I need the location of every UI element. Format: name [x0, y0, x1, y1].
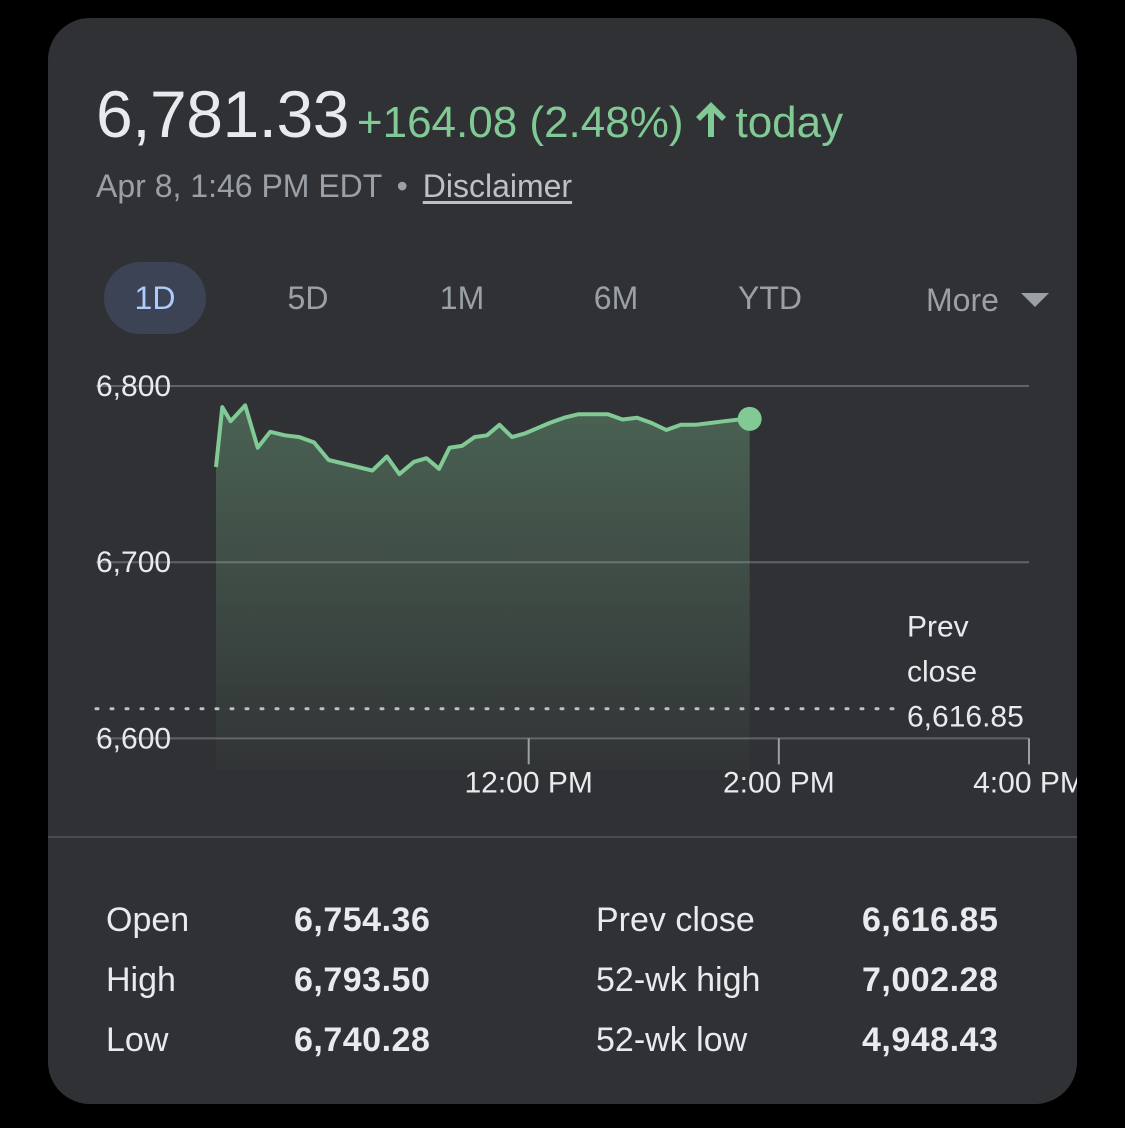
chevron-down-icon [1020, 262, 1049, 307]
stat-label-prev-close: Prev close [596, 901, 755, 939]
disclaimer-link[interactable]: Disclaimer [422, 168, 573, 204]
range-tab-ytd[interactable]: YTD [738, 280, 802, 316]
range-tab-5d[interactable]: 5D [287, 280, 329, 316]
stat-value-52wk-high: 7,002.28 [862, 961, 999, 999]
stat-label-high: High [106, 961, 176, 999]
arrow-up-icon [693, 99, 729, 139]
x-tick-label: 4:00 PM [973, 766, 1077, 799]
prev-close-label: Prev [907, 611, 969, 644]
section-divider [48, 836, 1077, 838]
time-range-selector: 1D 5D 1M 6M YTD More [104, 262, 1049, 334]
stat-value-low: 6,740.28 [294, 1021, 431, 1059]
stat-value-prev-close: 6,616.85 [862, 901, 999, 939]
current-price: 6,781.33 [96, 77, 349, 151]
y-tick-label: 6,700 [96, 546, 171, 579]
more-ranges-label: More [926, 282, 999, 318]
x-tick-label: 2:00 PM [723, 766, 835, 799]
range-tab-6m[interactable]: 6M [593, 280, 639, 316]
stat-value-52wk-low: 4,948.43 [862, 1021, 999, 1059]
stat-value-high: 6,793.50 [294, 961, 431, 999]
range-tab-1m[interactable]: 1M [439, 280, 485, 316]
y-tick-label: 6,800 [96, 370, 171, 403]
stat-label-52wk-low: 52-wk low [596, 1021, 748, 1059]
price-change: +164.08 (2.48%) [356, 98, 684, 147]
prev-close-value: 6,616.85 [907, 701, 1024, 734]
quote-timestamp: Apr 8, 1:46 PM EDT [96, 168, 382, 204]
stock-quote-card: 6,781.33 +164.08 (2.48%) today Apr 8, 1:46… [48, 18, 1077, 1104]
price-header: 6,781.33 +164.08 (2.48%) today [96, 76, 843, 152]
y-tick-label: 6,600 [96, 722, 171, 755]
prev-close-label: close [907, 656, 977, 689]
x-tick-label: 12:00 PM [464, 766, 592, 799]
stat-label-open: Open [106, 901, 190, 939]
current-price-dot [737, 406, 762, 431]
price-chart[interactable]: 6,800 6,700 6,600 12:00 PM 2:00 PM 4:00 PM Pre… [48, 358, 1077, 828]
range-tab-1d[interactable]: 1D [104, 262, 206, 334]
more-ranges-button[interactable]: More [926, 262, 1049, 334]
quote-timestamp-row: Apr 8, 1:46 PM EDT • Disclaimer [96, 168, 572, 205]
stat-label-52wk-high: 52-wk high [596, 961, 761, 999]
period-label: today [735, 98, 844, 147]
separator-dot: • [396, 168, 408, 204]
stat-value-open: 6,754.36 [294, 901, 431, 939]
price-line [214, 403, 750, 477]
stat-label-low: Low [106, 1021, 169, 1059]
price-area-fill [216, 405, 750, 770]
